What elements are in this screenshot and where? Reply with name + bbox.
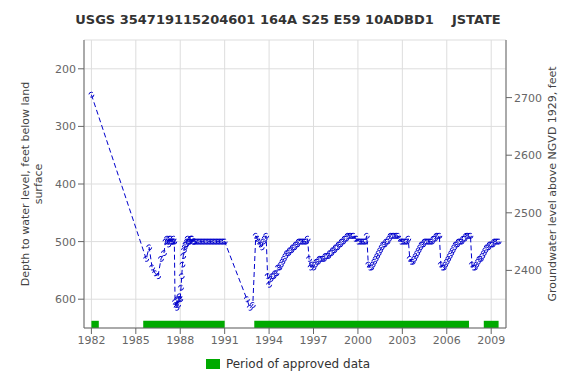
svg-text:Depth to water level, feet bel: Depth to water level, feet below landsur…	[19, 82, 45, 287]
svg-text:1985: 1985	[122, 334, 150, 347]
svg-text:2600: 2600	[514, 149, 542, 162]
svg-text:2009: 2009	[477, 334, 505, 347]
html-text:Period of approved data: Period of approved data	[225, 357, 371, 371]
svg-text:Groundwater level above NGVD 1: Groundwater level above NGVD 1929, feet	[546, 66, 559, 302]
svg-text:2400: 2400	[514, 264, 542, 277]
svg-text:1994: 1994	[255, 334, 283, 347]
svg-text:500: 500	[55, 236, 76, 249]
svg-text:2003: 2003	[388, 334, 416, 347]
svg-text:2000: 2000	[344, 334, 372, 347]
svg-text:2006: 2006	[433, 334, 461, 347]
svg-text:2700: 2700	[514, 92, 542, 105]
svg-text:400: 400	[55, 178, 76, 191]
svg-text:2500: 2500	[514, 207, 542, 220]
svg-text:1991: 1991	[211, 334, 239, 347]
svg-text:200: 200	[55, 63, 76, 76]
svg-text:1988: 1988	[166, 334, 194, 347]
svg-text:1982: 1982	[77, 334, 105, 347]
svg-text:1997: 1997	[300, 334, 328, 347]
svg-text:600: 600	[55, 293, 76, 306]
svg-text:300: 300	[55, 120, 76, 133]
html-text:USGS 354719115204601 164A S25: USGS 354719115204601 164A S25 E59 10ADBD…	[75, 12, 501, 27]
